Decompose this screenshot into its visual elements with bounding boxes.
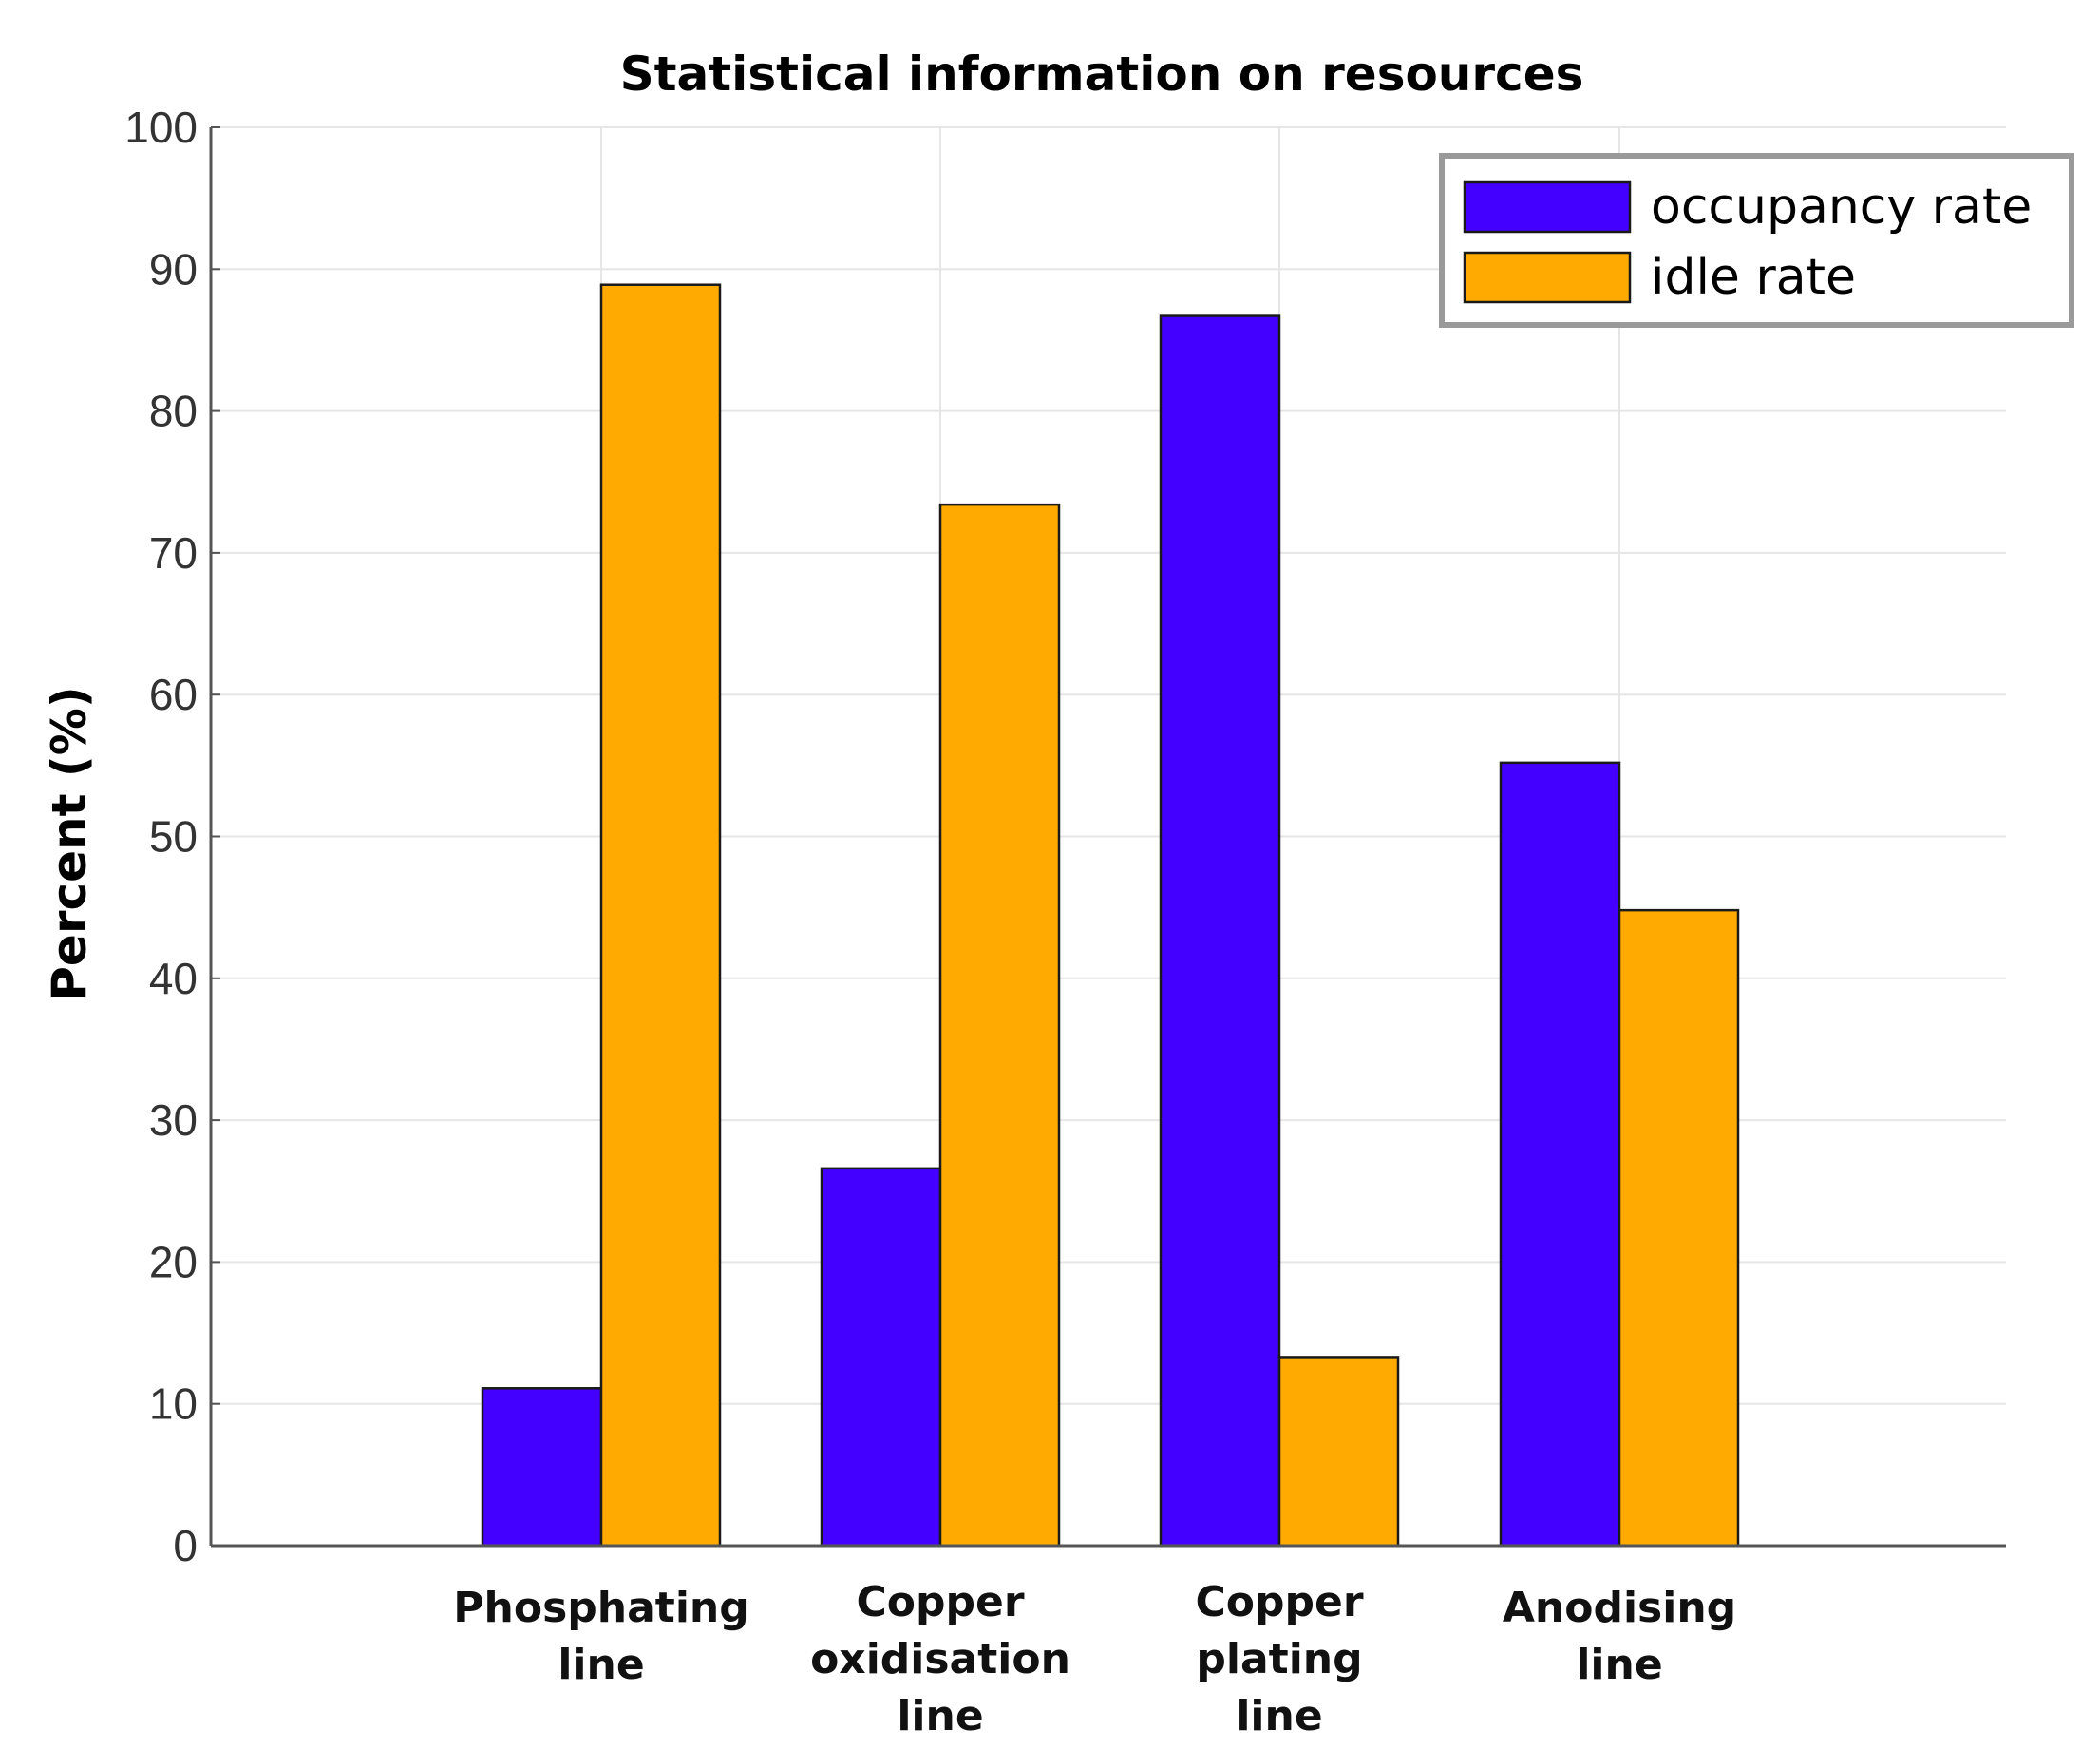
legend-label: occupancy rate [1651,179,2032,236]
bar-occupancy-3 [1159,314,1281,1548]
y-tick-label: 70 [149,528,198,578]
x-tick-label: Phosphating line [453,1584,748,1689]
legend-swatch [1463,180,1632,234]
legend-label: idle rate [1651,249,1856,306]
y-tick-label: 60 [149,670,198,719]
bar-occupancy-2 [820,1167,942,1548]
bar-idle-1 [599,283,722,1548]
y-tick-label: 40 [149,954,198,1003]
chart-title: Statistical information on resources [620,47,1584,102]
bar-occupancy-1 [481,1387,603,1548]
x-tick-labels: Phosphating line Copper oxidisation line Copp… [453,1578,1736,1740]
legend-swatch [1463,251,1632,304]
bars [481,283,1740,1548]
y-axis-label: Percent (%) [42,686,97,1000]
x-tick-label: Copper oxidisation line [810,1578,1070,1740]
y-tick-label: 30 [149,1095,198,1145]
bar-idle-2 [938,503,1061,1548]
y-tick-label: 100 [124,103,198,152]
y-tick-label: 20 [149,1237,198,1286]
y-tick-label: 0 [173,1521,198,1570]
y-tick-label: 90 [149,244,198,294]
bar-occupancy-4 [1499,761,1621,1548]
legend: occupancy rate idle rate [1439,153,2074,328]
y-tick-label: 50 [149,812,198,862]
y-tick-label: 80 [149,387,198,436]
y-tick-label: 10 [149,1379,198,1429]
x-tick-label: Anodising line [1503,1584,1736,1689]
x-tick-label: Copper plating line [1195,1578,1363,1740]
bar-idle-4 [1618,908,1740,1548]
bar-idle-3 [1277,1356,1400,1548]
axes [209,126,2006,1548]
y-tick-labels: 0 10 20 30 40 50 60 70 80 90 100 [124,103,198,1570]
